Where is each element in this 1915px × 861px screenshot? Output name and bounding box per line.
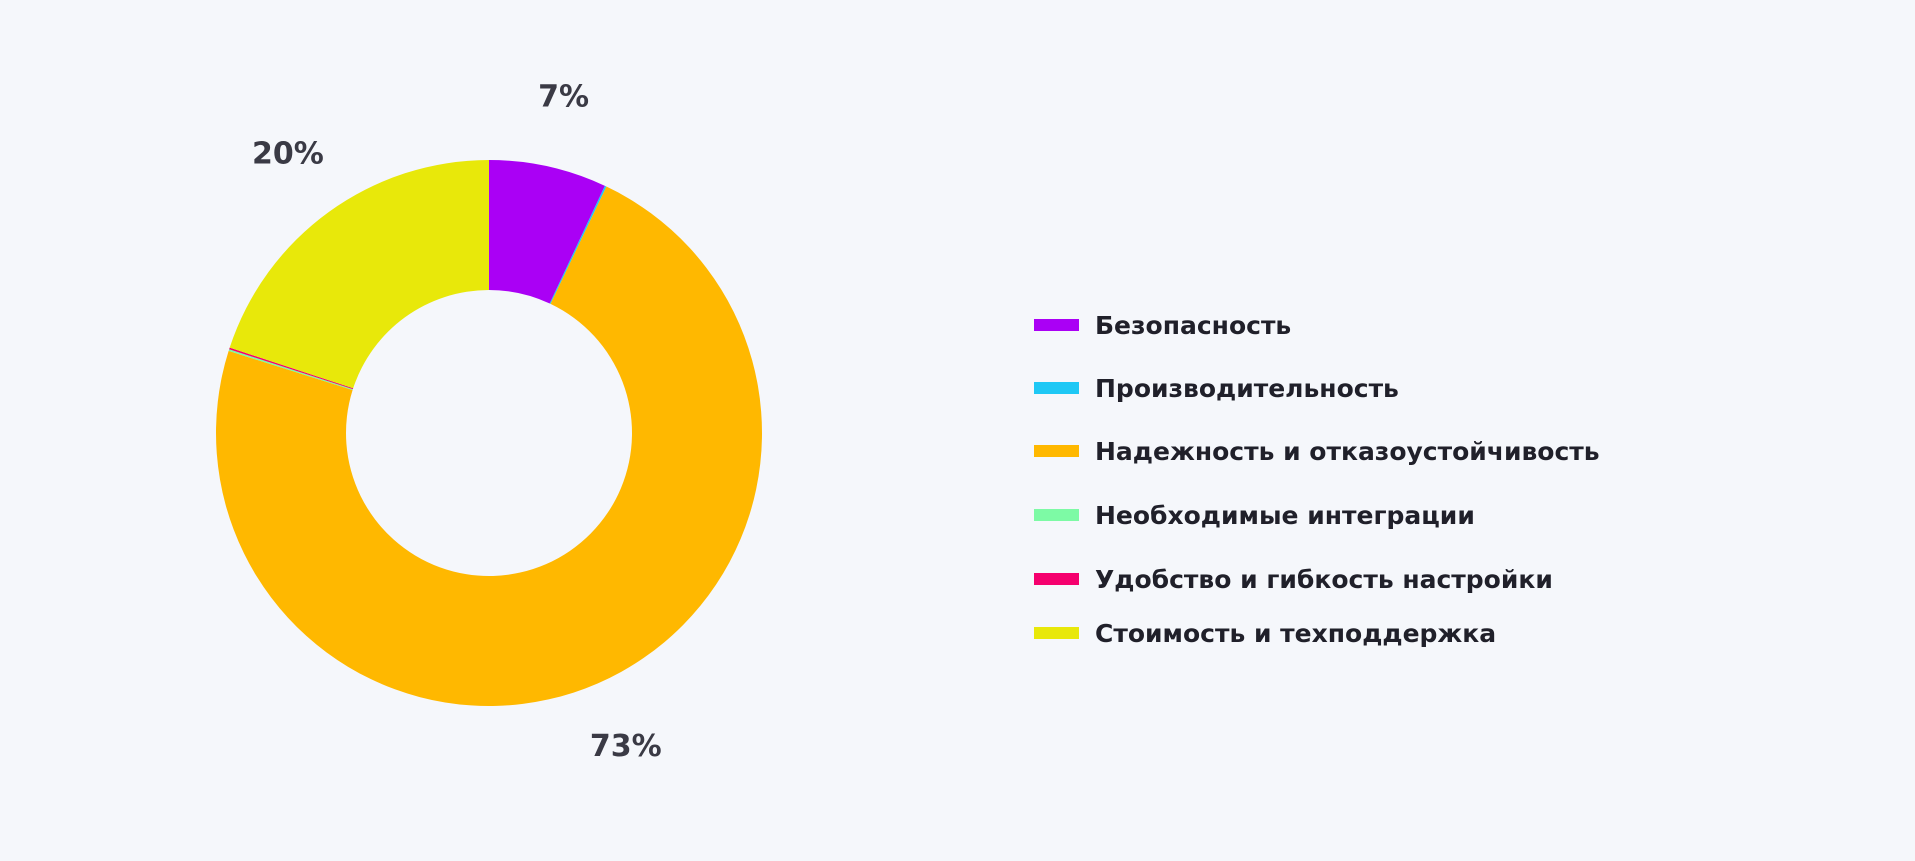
data-label-cost-support: 20% [252, 137, 324, 172]
legend-item-cost-support: Стоимость и техподдержка [1034, 618, 1496, 648]
slice-performance [549, 185, 607, 304]
slice-usability [229, 347, 354, 390]
legend-label: Надежность и отказоустойчивость [1095, 436, 1600, 466]
legend-swatch [1034, 627, 1079, 639]
legend-swatch [1034, 382, 1079, 394]
slice-reliability [216, 186, 762, 706]
donut-slices [216, 160, 762, 706]
slice-integrations [228, 349, 353, 391]
legend-label: Удобство и гибкость настройки [1095, 564, 1553, 594]
legend-item-security: Безопасность [1034, 310, 1291, 340]
slice-security [489, 160, 605, 304]
legend-swatch [1034, 445, 1079, 457]
legend-label: Производительность [1095, 373, 1399, 403]
legend-item-usability: Удобство и гибкость настройки [1034, 564, 1553, 594]
donut-data-labels: 7% 73% 20% [252, 80, 662, 764]
legend-swatch [1034, 573, 1079, 585]
slice-cost-support [229, 160, 490, 389]
legend-label: Безопасность [1095, 310, 1292, 340]
legend-item-reliability: Надежность и отказоустойчивость [1034, 436, 1600, 466]
legend-label: Необходимые интеграции [1095, 500, 1475, 530]
data-label-security: 7% [538, 80, 589, 115]
legend-item-performance: Производительность [1034, 373, 1399, 403]
legend-swatch [1034, 319, 1079, 331]
legend-item-integrations: Необходимые интеграции [1034, 500, 1475, 530]
data-label-reliability: 73% [590, 729, 662, 764]
legend-label: Стоимость и техподдержка [1095, 618, 1497, 648]
legend-swatch [1034, 509, 1079, 521]
